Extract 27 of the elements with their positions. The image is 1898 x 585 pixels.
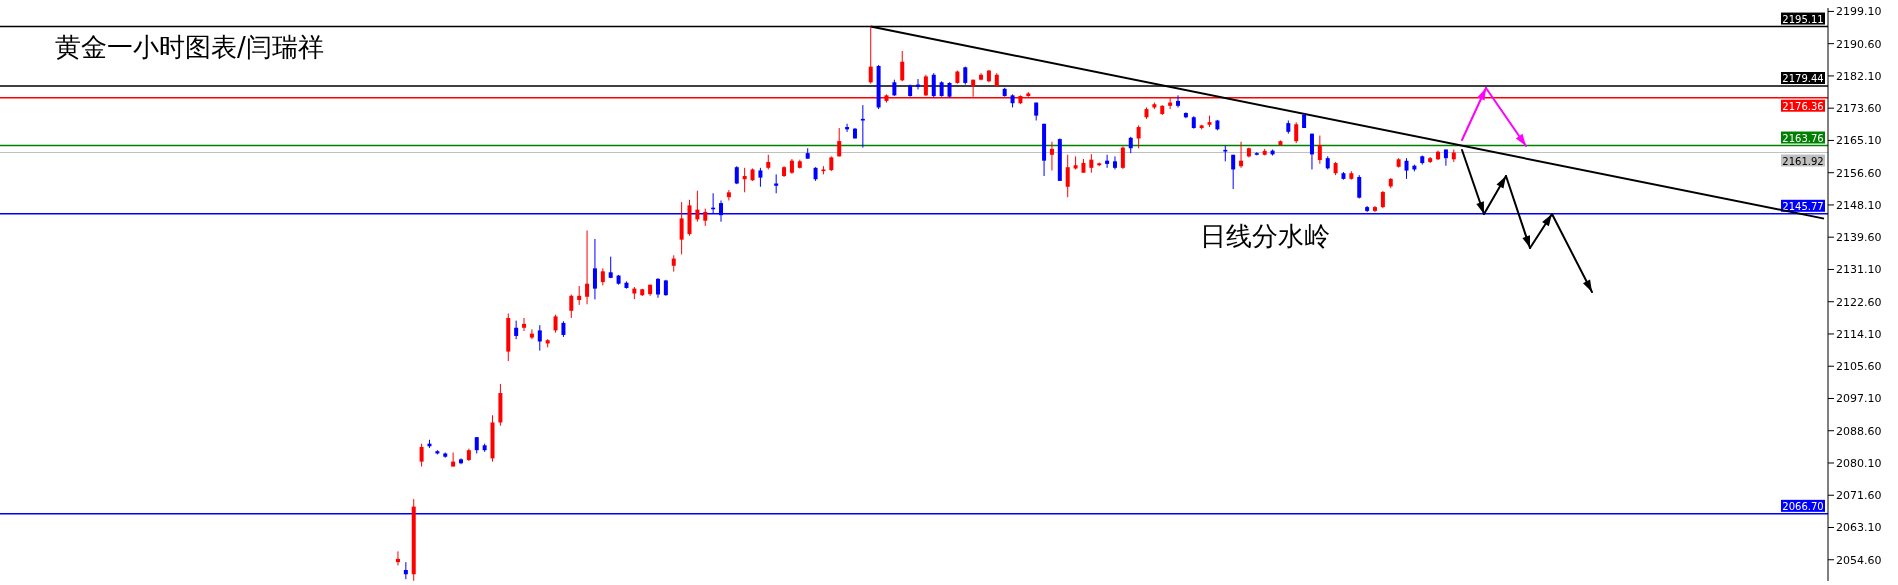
y-tick-label: 2080.10 [1836,456,1882,470]
y-tick-label: 2114.10 [1836,327,1882,341]
y-tick-label: 2173.60 [1836,102,1882,116]
y-tick-label: 2139.60 [1836,231,1882,245]
ref-line-label: 2145.77 [1782,200,1824,212]
y-tick-label: 2088.60 [1836,424,1882,438]
y-tick-label: 2165.10 [1836,134,1882,148]
text: 黄金一小时图表/闫瑞祥 [55,31,324,64]
ref-line-label: 2163.76 [1782,132,1824,144]
y-tick-label: 2054.60 [1836,553,1882,567]
y-tick-label: 2097.10 [1836,392,1882,406]
y-tick-label: 2071.60 [1836,489,1882,503]
y-tick-label: 2156.60 [1836,166,1882,180]
ref-line-label: 2161.92 [1782,155,1824,167]
y-tick-label: 2199.10 [1836,5,1882,19]
y-tick-label: 2105.60 [1836,360,1882,374]
y-tick-label: 2122.60 [1836,295,1882,309]
y-tick-label: 2063.10 [1836,521,1882,535]
ref-line-label: 2179.44 [1782,73,1824,85]
ref-line-label: 2195.11 [1782,13,1824,25]
y-tick-label: 2182.10 [1836,69,1882,83]
annotation: 日线分水岭 [1200,220,1330,253]
y-tick-label: 2148.10 [1836,198,1882,212]
y-tick-label: 2131.10 [1836,263,1882,277]
y-tick-label: 2190.60 [1836,37,1882,51]
ref-line-label: 2066.70 [1782,500,1824,512]
ref-line-label: 2176.36 [1782,100,1824,112]
